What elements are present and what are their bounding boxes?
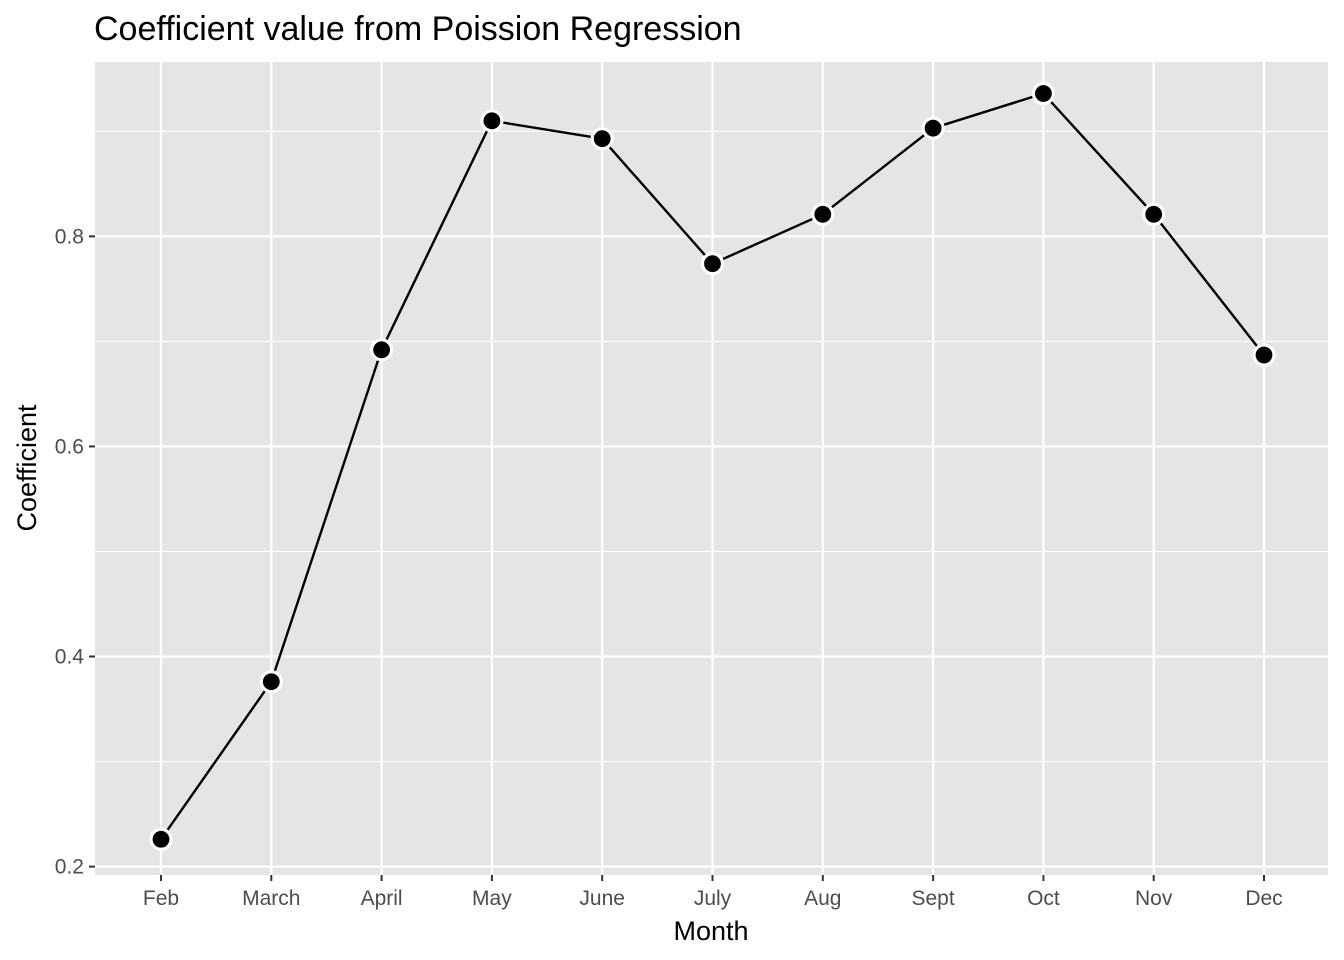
y-tick-label: 0.8 xyxy=(55,225,84,248)
x-tick-label: March xyxy=(242,887,300,910)
y-tick-label: 0.4 xyxy=(55,646,85,669)
data-point xyxy=(1142,202,1166,226)
data-point xyxy=(149,827,173,851)
x-tick-label: April xyxy=(361,887,403,910)
x-axis: Feb March April May June July Aug Sept Oct Nov Dec xyxy=(143,875,1283,910)
chart-title: Coefficient value from Poission Regressi… xyxy=(94,10,742,48)
data-point xyxy=(590,127,614,151)
y-axis-title: Coefficient xyxy=(12,404,42,532)
data-point xyxy=(811,202,835,226)
data-point xyxy=(370,338,394,362)
x-tick-label: Feb xyxy=(143,887,179,910)
data-point xyxy=(480,109,504,133)
data-points xyxy=(149,81,1276,851)
x-axis-title: Month xyxy=(673,916,748,946)
data-point xyxy=(1031,81,1056,106)
data-point xyxy=(921,116,945,140)
x-tick-label: Nov xyxy=(1135,887,1173,910)
y-tick-label: 0.6 xyxy=(55,435,84,458)
x-tick-label: Sept xyxy=(911,887,954,910)
data-point xyxy=(1252,343,1276,367)
data-point xyxy=(259,670,283,694)
data-point xyxy=(700,252,725,276)
y-tick-label: 0.2 xyxy=(55,856,84,879)
x-tick-label: May xyxy=(472,887,512,910)
y-axis: 0.2 0.4 0.6 0.8 xyxy=(55,225,95,879)
major-gridlines xyxy=(95,62,1328,875)
x-tick-label: July xyxy=(694,887,732,910)
x-tick-label: Dec xyxy=(1245,887,1282,910)
x-tick-label: June xyxy=(579,887,625,910)
x-tick-label: Aug xyxy=(804,887,841,910)
x-tick-label: Oct xyxy=(1027,887,1060,910)
